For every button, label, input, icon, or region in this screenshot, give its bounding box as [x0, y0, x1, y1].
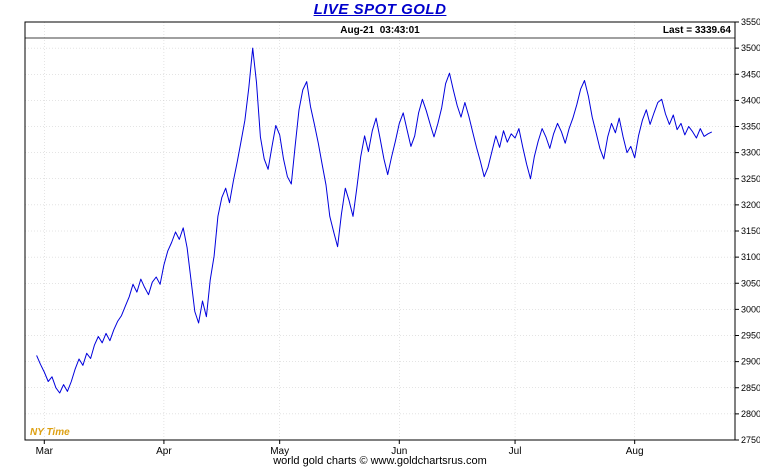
x-tick-label: Apr — [156, 446, 172, 457]
ny-time-label: NY Time — [30, 427, 70, 438]
x-tick-label: Jul — [509, 446, 522, 457]
y-tick-label: 3300 — [741, 148, 760, 158]
y-tick-label: 2750 — [741, 435, 760, 445]
y-tick-label: 3400 — [741, 95, 760, 105]
x-tick-label: May — [270, 446, 289, 457]
y-tick-label: 2950 — [741, 331, 760, 341]
y-tick-label: 3500 — [741, 43, 760, 53]
y-tick-label: 3250 — [741, 174, 760, 184]
y-tick-label: 3350 — [741, 122, 760, 132]
x-tick-label: Mar — [36, 446, 54, 457]
page-title: LIVE SPOT GOLD — [313, 1, 447, 18]
y-tick-label: 2900 — [741, 357, 760, 367]
last-price-label: Last = 3339.64 — [663, 25, 732, 36]
y-tick-label: 3550 — [741, 17, 760, 27]
y-tick-label: 3200 — [741, 200, 760, 210]
y-tick-label: 3150 — [741, 226, 760, 236]
x-tick-label: Jun — [391, 446, 407, 457]
footer-credit: world gold charts © www.goldchartsrus.co… — [273, 455, 487, 467]
y-tick-label: 2850 — [741, 383, 760, 393]
y-tick-label: 3450 — [741, 69, 760, 79]
y-tick-label: 2800 — [741, 409, 760, 419]
x-tick-label: Aug — [626, 446, 644, 457]
axes: 2750 2800 2850 2900 2950 3000 3050 3100 3150 3200… — [36, 17, 760, 457]
y-tick-label: 3100 — [741, 252, 760, 262]
chart-timestamp: Aug-21 03:43:01 — [340, 25, 420, 36]
y-tick-label: 3050 — [741, 278, 760, 288]
gridlines — [25, 22, 735, 440]
y-tick-label: 3000 — [741, 304, 760, 314]
price-line — [36, 47, 713, 394]
